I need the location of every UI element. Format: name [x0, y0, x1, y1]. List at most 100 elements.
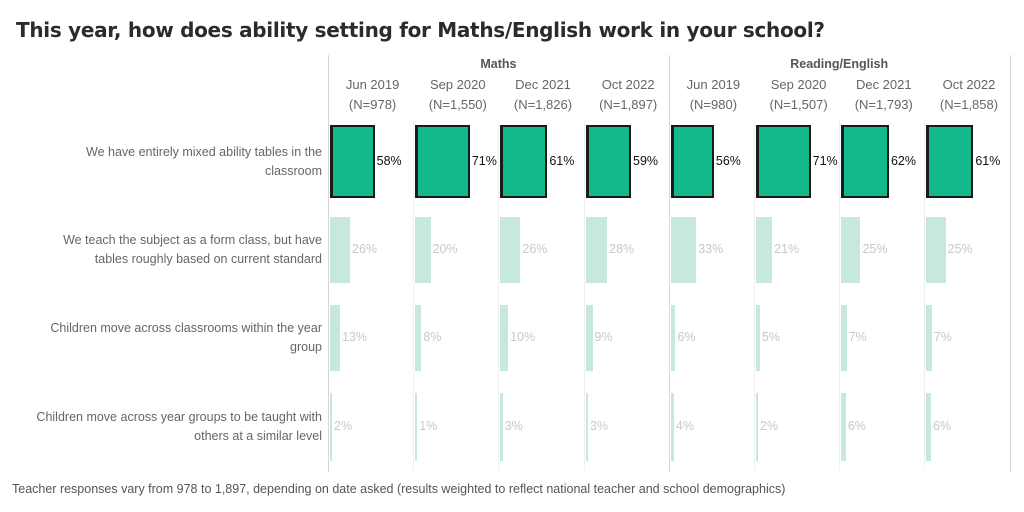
bar	[415, 393, 418, 461]
data-label: 21%	[774, 242, 800, 256]
column-header: Sep 2020 (N=1,550)	[415, 75, 500, 115]
column-sample-size: (N=1,826)	[513, 97, 573, 112]
column-date: Dec 2021	[855, 77, 912, 92]
bar	[756, 393, 758, 461]
row-label: Children move across year groups to be t…	[2, 408, 322, 446]
row-label: Children move across classrooms within t…	[2, 319, 322, 357]
data-label: 25%	[947, 242, 973, 256]
column-separator	[924, 120, 925, 470]
bar	[330, 217, 351, 283]
bar	[500, 305, 509, 371]
column-date: Jun 2019	[345, 77, 400, 92]
data-label: 25%	[862, 242, 888, 256]
data-label: 62%	[890, 153, 916, 168]
data-label: 1%	[419, 419, 438, 433]
column-sample-size: (N=1,858)	[939, 97, 999, 112]
group-header: Reading/English	[790, 57, 889, 71]
column-separator	[839, 120, 840, 470]
data-label: 6%	[847, 419, 866, 433]
data-label: 59%	[633, 153, 659, 168]
data-label: 6%	[933, 419, 952, 433]
column-header: Jun 2019 (N=978)	[330, 75, 415, 115]
column-header: Oct 2022 (N=1,897)	[586, 75, 671, 115]
bar	[756, 217, 773, 283]
row-label-line: Children move across year groups to be t…	[36, 410, 322, 424]
bar	[756, 305, 760, 371]
data-label: 7%	[933, 330, 952, 344]
bar	[500, 125, 548, 198]
bar	[415, 125, 470, 198]
column-date: Jun 2019	[686, 77, 741, 92]
bar	[585, 305, 593, 371]
group-divider	[669, 55, 670, 472]
data-label: 26%	[352, 242, 378, 256]
data-label: 56%	[715, 153, 741, 168]
data-label: 6%	[677, 330, 696, 344]
column-sample-size: (N=1,550)	[428, 97, 487, 112]
data-label: 13%	[342, 330, 368, 344]
data-label: 33%	[698, 242, 724, 256]
chart-title: This year, how does ability setting for …	[16, 18, 825, 42]
column-separator	[584, 120, 585, 470]
group-divider	[1010, 55, 1011, 472]
column-header: Oct 2022 (N=1,858)	[926, 75, 1011, 115]
column-header: Dec 2021 (N=1,793)	[841, 75, 926, 115]
bar	[841, 393, 846, 461]
bar	[415, 305, 422, 371]
row-label-line: group	[290, 340, 322, 354]
data-label: 61%	[549, 153, 575, 168]
column-sample-size: (N=978)	[348, 97, 397, 112]
bar	[926, 305, 932, 371]
column-date: Oct 2022	[601, 77, 655, 92]
column-date: Dec 2021	[515, 77, 571, 92]
bar	[670, 393, 674, 461]
column-separator	[754, 120, 755, 470]
column-date: Oct 2022	[942, 77, 996, 92]
bar	[841, 217, 861, 283]
row-label-line: Children move across classrooms within t…	[50, 321, 322, 335]
bar	[670, 125, 714, 198]
row-label-line: classroom	[265, 164, 322, 178]
bar	[841, 125, 889, 198]
bar	[670, 217, 697, 283]
bar	[926, 393, 931, 461]
column-date: Sep 2020	[770, 77, 827, 92]
column-header: Sep 2020 (N=1,507)	[756, 75, 841, 115]
row-label: We have entirely mixed ability tables in…	[2, 143, 322, 181]
data-label: 28%	[609, 242, 635, 256]
data-label: 3%	[589, 419, 608, 433]
column-sample-size: (N=980)	[689, 97, 738, 112]
data-label: 7%	[848, 330, 867, 344]
column-sample-size: (N=1,507)	[769, 97, 828, 112]
column-sample-size: (N=1,793)	[854, 97, 913, 112]
column-separator	[498, 120, 499, 470]
column-header: Dec 2021 (N=1,826)	[500, 75, 585, 115]
column-header: Jun 2019 (N=980)	[671, 75, 756, 115]
bar	[500, 217, 521, 283]
bar	[926, 217, 946, 283]
data-label: 10%	[510, 330, 536, 344]
data-label: 58%	[376, 153, 402, 168]
bar	[330, 305, 340, 371]
data-label: 3%	[504, 419, 523, 433]
bar	[926, 125, 974, 198]
data-label: 61%	[975, 153, 1001, 168]
data-label: 71%	[471, 153, 497, 168]
data-label: 71%	[812, 153, 838, 168]
data-label: 2%	[334, 419, 353, 433]
bar	[585, 217, 608, 283]
data-label: 26%	[522, 242, 548, 256]
row-label-line: We teach the subject as a form class, bu…	[63, 233, 322, 247]
bar	[330, 393, 332, 461]
data-label: 4%	[675, 419, 694, 433]
column-sample-size: (N=1,897)	[599, 97, 658, 112]
bar	[500, 393, 503, 461]
group-header: Maths	[480, 57, 517, 71]
bar	[585, 393, 588, 461]
column-separator	[413, 120, 414, 470]
row-label-line: others at a similar level	[194, 429, 322, 443]
bar	[841, 305, 847, 371]
bar	[756, 125, 811, 198]
bar	[670, 305, 676, 371]
bar	[585, 125, 632, 198]
